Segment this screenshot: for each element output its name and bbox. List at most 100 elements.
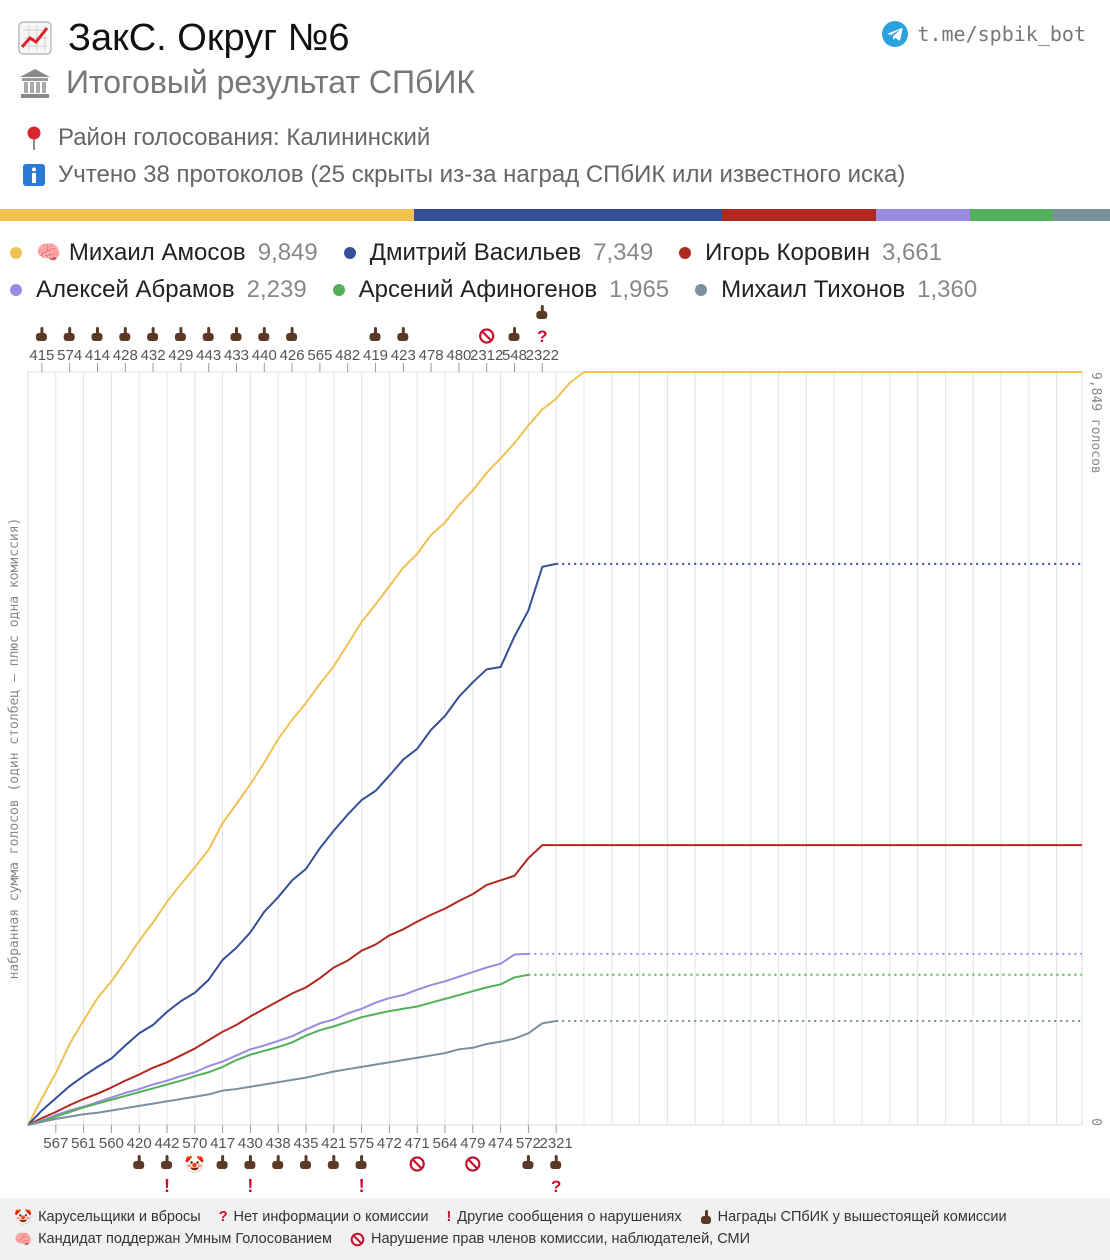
- bottom-tick-label: 474: [488, 1135, 513, 1152]
- bottom-tick-prohibited-icon: [467, 1158, 479, 1170]
- bottom-tick-finger-icon: [355, 1161, 367, 1169]
- finger-icon: [700, 1209, 712, 1225]
- footer-text: Другие сообщения о нарушениях: [457, 1209, 682, 1225]
- top-tick-label: 548: [502, 347, 527, 364]
- exclamation-icon: !: [446, 1209, 452, 1225]
- legend-name: Михаил Амосов: [68, 238, 246, 266]
- question-icon: ?: [218, 1209, 228, 1225]
- bottom-tick-label: 417: [210, 1135, 235, 1152]
- bottom-tick-label: 570: [182, 1135, 207, 1152]
- top-tick-label: 478: [419, 347, 444, 364]
- legend: 🧠 Михаил Амосов 9,849 Дмитрий Васильев 7…: [10, 234, 1100, 308]
- top-tick-finger-icon: [508, 333, 520, 341]
- top-tick-label: 433: [224, 347, 249, 364]
- top-tick-prohibited-icon: [481, 330, 493, 342]
- bottom-tick-prohibited-icon: [411, 1158, 423, 1170]
- top-tick-prohibited-icon: [479, 328, 495, 344]
- bottom-tick-label: 575: [349, 1135, 374, 1152]
- y-axis-zero-label: 0: [1088, 1118, 1103, 1126]
- bottom-tick-finger-icon: [522, 1161, 534, 1169]
- protocols-text: Учтено 38 протоколов (25 скрыты из-за на…: [58, 161, 906, 188]
- footer-row: 🤡 Карусельщики и вбросы ? Нет информации…: [0, 1206, 1110, 1228]
- top-tick-label: 419: [363, 347, 388, 364]
- legend-item-korovin: Игорь Коровин 3,661: [679, 239, 942, 267]
- classical-building-icon: [20, 68, 50, 98]
- series-line-4: [27, 973, 529, 1126]
- clown-icon: 🤡: [14, 1209, 33, 1226]
- subtitle-row: Итоговый результат СПбИК: [18, 64, 475, 101]
- legend-name: Арсений Афиногенов: [358, 275, 598, 303]
- bottom-tick-label: 479: [460, 1135, 485, 1152]
- legend-name: Игорь Коровин: [705, 238, 870, 266]
- bottom-tick-label: 438: [266, 1135, 291, 1152]
- y-axis-label: набранная сумма голосов (один столбец – …: [7, 518, 22, 980]
- legend-name: Дмитрий Васильев: [369, 238, 582, 266]
- footer-text: Нет информации о комиссии: [233, 1209, 429, 1225]
- top-tick-finger-icon: [369, 333, 381, 341]
- top-tick-finger-icon: [536, 311, 548, 319]
- top-tick-label: 2322: [526, 347, 559, 364]
- top-tick-finger-icon: [147, 333, 159, 341]
- district-row: Район голосования: Калининский: [22, 124, 430, 152]
- top-tick-label: 565: [307, 347, 332, 364]
- top-tick-label: 2312: [470, 347, 503, 364]
- brand-text: t.me/spbik_bot: [917, 22, 1086, 46]
- bottom-tick-exclamation-icon: !: [359, 1176, 365, 1195]
- top-tick-label: 482: [335, 347, 360, 364]
- legend-dot-icon: [679, 246, 692, 259]
- pin-icon: [27, 126, 41, 150]
- legend-dot-icon: [10, 283, 22, 296]
- vote-share-bar: [0, 209, 1110, 221]
- bottom-tick-prohibited-icon: [409, 1156, 425, 1172]
- series-line-1: [27, 562, 557, 1126]
- footer-item-clown: 🤡 Карусельщики и вбросы: [14, 1209, 201, 1226]
- bottom-tick-label: 430: [238, 1135, 263, 1152]
- bottom-tick-label: 421: [321, 1135, 346, 1152]
- footer-legend: 🤡 Карусельщики и вбросы ? Нет информации…: [0, 1198, 1110, 1260]
- bottom-tick-exclamation-icon: !: [164, 1176, 170, 1195]
- brain-icon: 🧠: [14, 1231, 33, 1248]
- series-line-2: [27, 844, 557, 1126]
- legend-name: Михаил Тихонов: [721, 275, 906, 303]
- top-tick-label: 415: [29, 347, 54, 364]
- bottom-tick-label: 420: [127, 1135, 152, 1152]
- legend-item-vasiliev: Дмитрий Васильев 7,349: [343, 238, 654, 267]
- protocols-row: Учтено 38 протоколов (25 скрыты из-за на…: [22, 161, 905, 189]
- top-tick-finger-icon: [397, 333, 409, 341]
- telegram-icon: [882, 21, 909, 47]
- brand-link[interactable]: t.me/spbik_bot: [881, 20, 1086, 48]
- top-tick-label: 574: [57, 347, 82, 364]
- bottom-tick-label: 572: [516, 1135, 541, 1152]
- prohibited-icon: [350, 1232, 365, 1247]
- legend-value: 1,965: [609, 275, 670, 303]
- top-tick-label: 443: [196, 347, 221, 364]
- cumulative-votes-chart: 415 574 414 428 432 429 443 433 440 426 565 482 419 4…: [7, 305, 1103, 1195]
- top-tick-finger-icon: [35, 333, 47, 341]
- footer-row: 🧠 Кандидат поддержан Умным Голосованием …: [0, 1228, 1110, 1250]
- bottom-tick-label: 564: [432, 1135, 457, 1152]
- title-row: ЗакС. Округ №6: [18, 14, 349, 62]
- bottom-tick-label: 435: [293, 1135, 318, 1152]
- legend-value: 2,239: [246, 275, 307, 303]
- legend-value: 7,349: [593, 238, 654, 266]
- top-tick-label: 426: [280, 347, 305, 364]
- chart-increasing-icon: [18, 21, 52, 55]
- brain-icon: 🧠: [36, 242, 61, 264]
- top-tick-finger-icon: [230, 333, 242, 341]
- page-subtitle: Итоговый результат СПбИК: [66, 64, 475, 100]
- bottom-tick-label: 471: [405, 1135, 430, 1152]
- top-tick-finger-icon: [202, 333, 214, 341]
- footer-item-brain: 🧠 Кандидат поддержан Умным Голосованием: [14, 1231, 332, 1248]
- bottom-tick-question-icon: ?: [551, 1177, 561, 1195]
- legend-dot-icon: [343, 246, 356, 259]
- series-line-0: [27, 371, 585, 1126]
- share-segment-amosov: [0, 209, 414, 221]
- info-icon: [23, 164, 45, 186]
- footer-item-prohibited: Нарушение прав членов комиссии, наблюдат…: [350, 1231, 750, 1247]
- legend-row: 🧠 Михаил Амосов 9,849 Дмитрий Васильев 7…: [10, 234, 1100, 271]
- footer-text: Карусельщики и вбросы: [38, 1209, 201, 1225]
- legend-dot-icon: [695, 283, 708, 296]
- footer-text: Награды СПбИК у вышестоящей комиссии: [717, 1209, 1007, 1225]
- legend-name: Алексей Абрамов: [36, 275, 235, 303]
- series-line-5: [27, 1020, 557, 1126]
